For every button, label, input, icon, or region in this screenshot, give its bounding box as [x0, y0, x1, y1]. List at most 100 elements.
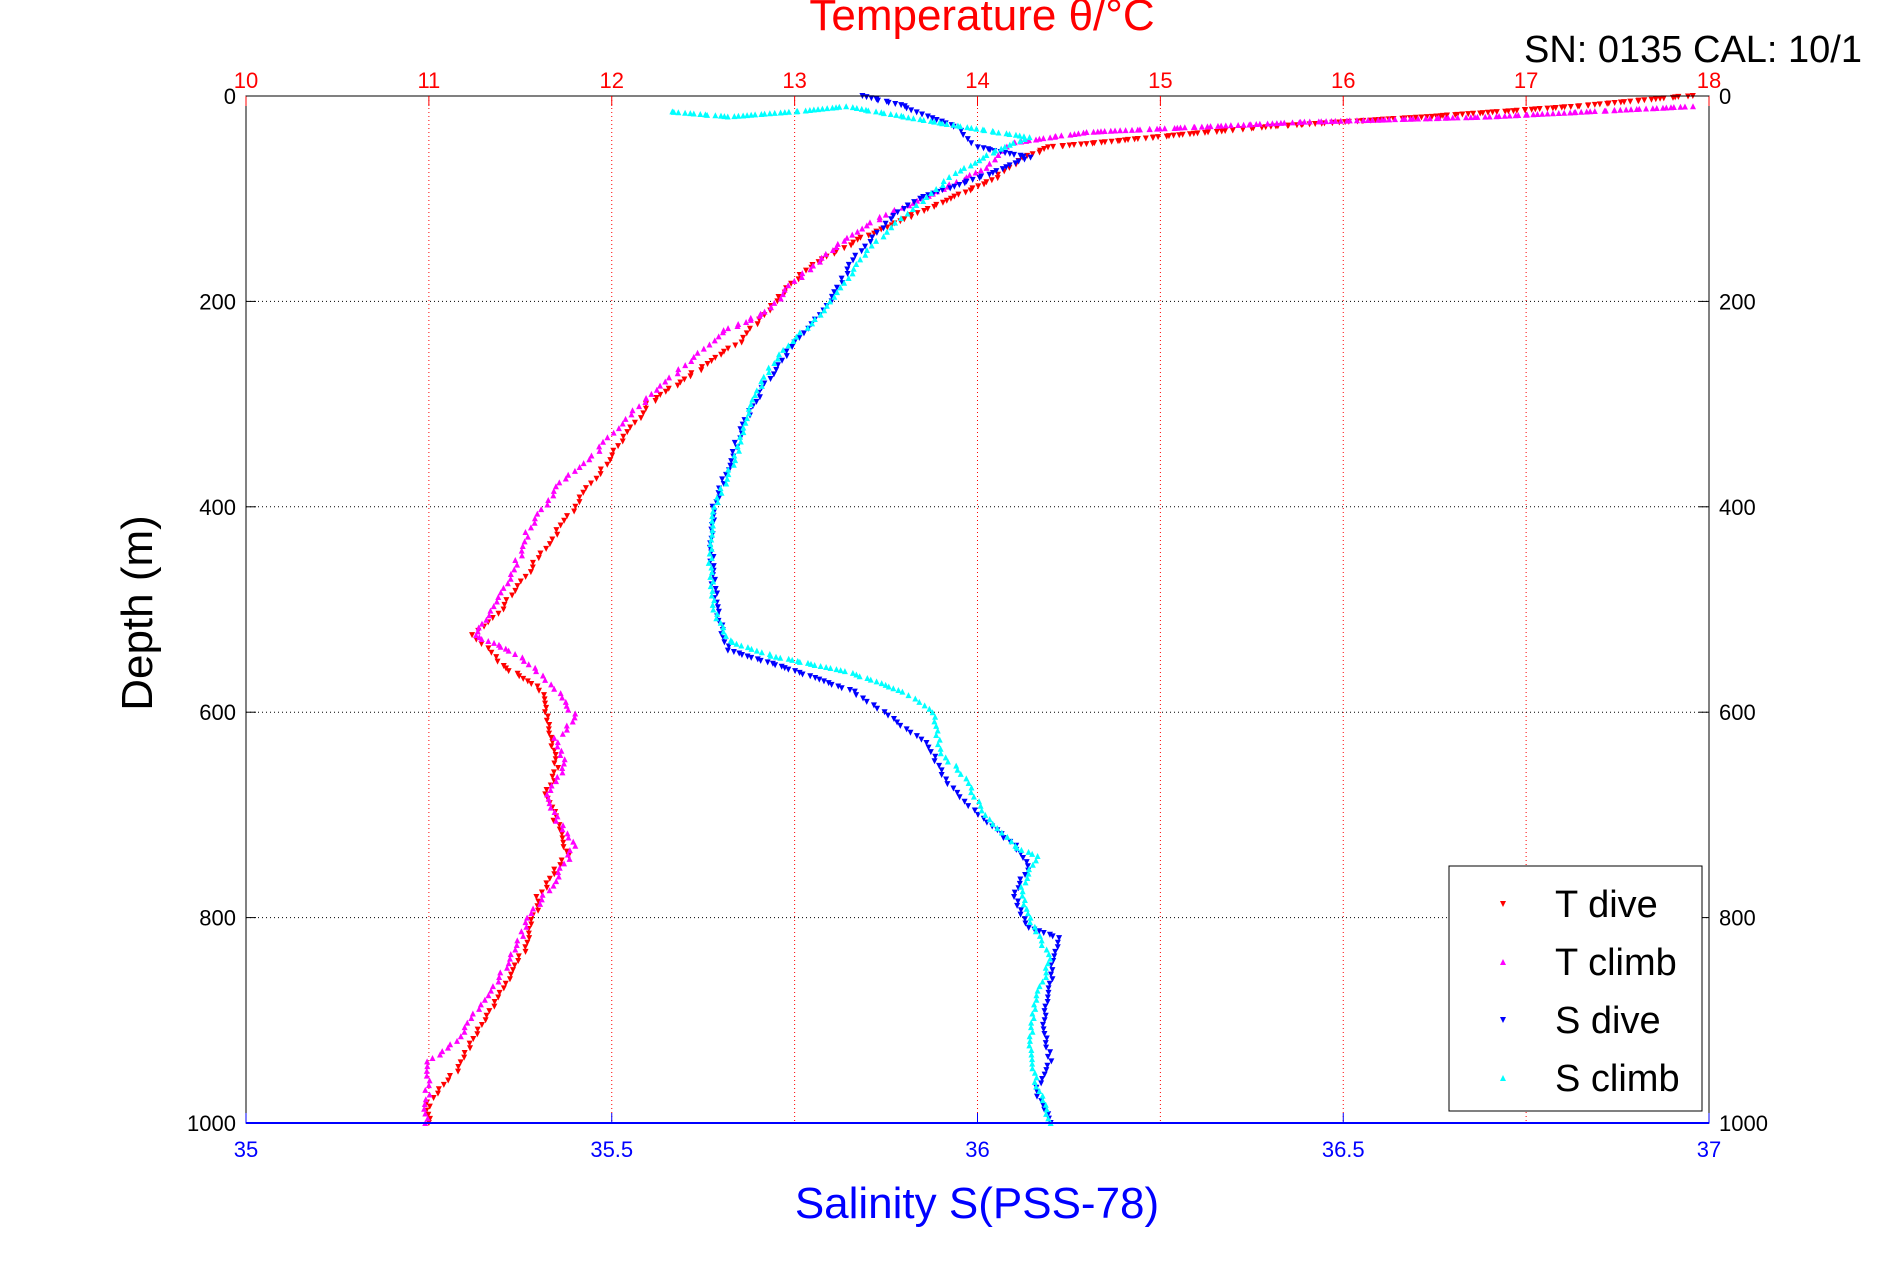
data-point-s-dive	[1052, 948, 1059, 955]
data-point-s-dive	[956, 794, 963, 801]
data-point-t-climb	[531, 519, 538, 526]
data-point-s-dive	[969, 176, 976, 183]
data-point-t-climb	[1128, 126, 1135, 133]
data-point-s-climb	[748, 645, 755, 652]
data-point-t-climb	[682, 362, 689, 369]
data-point-t-climb	[511, 566, 518, 573]
data-point-s-climb	[1034, 987, 1041, 994]
data-point-t-climb	[619, 420, 626, 427]
data-point-t-dive	[548, 743, 555, 750]
data-point-s-climb	[1032, 1005, 1039, 1012]
data-point-s-climb	[709, 601, 716, 608]
data-point-t-dive	[1657, 95, 1664, 102]
data-point-t-dive	[754, 321, 761, 328]
data-point-s-climb	[1032, 928, 1039, 935]
data-point-t-climb	[565, 706, 572, 713]
data-point-t-dive	[775, 293, 782, 300]
data-point-s-climb	[744, 112, 751, 119]
data-point-s-climb	[1022, 879, 1029, 886]
data-point-t-climb	[622, 415, 629, 422]
data-point-t-climb	[1190, 124, 1197, 131]
data-point-s-climb	[937, 745, 944, 752]
data-point-t-dive	[522, 573, 529, 580]
data-point-t-climb	[1171, 124, 1178, 131]
data-point-s-dive	[838, 275, 845, 282]
data-point-t-climb	[636, 403, 643, 410]
data-point-t-climb	[422, 1110, 429, 1117]
data-point-t-dive	[1596, 101, 1603, 108]
data-point-t-dive	[1477, 110, 1484, 117]
data-point-s-climb	[714, 494, 721, 501]
data-point-s-climb	[817, 311, 824, 318]
data-point-t-climb	[1296, 119, 1303, 126]
data-point-t-climb	[1328, 117, 1335, 124]
data-point-t-climb	[1667, 104, 1674, 111]
data-point-s-dive	[851, 688, 858, 695]
tick-label-depth-right: 1000	[1719, 1111, 1768, 1136]
data-point-t-dive	[491, 999, 498, 1006]
data-point-t-climb	[556, 479, 563, 486]
data-point-t-dive	[559, 835, 566, 842]
data-point-t-climb	[1315, 118, 1322, 125]
data-point-t-dive	[529, 559, 536, 566]
data-point-s-dive	[1049, 933, 1056, 940]
data-point-s-climb	[970, 793, 977, 800]
data-point-t-climb	[798, 274, 805, 281]
data-point-t-climb	[983, 164, 990, 171]
data-point-t-dive	[515, 953, 522, 960]
data-point-t-dive	[552, 756, 559, 763]
data-point-s-dive	[1022, 920, 1029, 927]
data-point-s-climb	[998, 829, 1005, 836]
data-point-s-dive	[974, 811, 981, 818]
data-point-t-climb	[576, 464, 583, 471]
data-point-s-dive	[911, 199, 918, 206]
data-point-s-climb	[864, 674, 871, 681]
data-point-t-climb	[566, 855, 573, 862]
data-point-t-climb	[561, 860, 568, 867]
data-point-t-climb	[562, 475, 569, 482]
data-point-s-climb	[1028, 1019, 1035, 1026]
data-point-s-climb	[953, 762, 960, 769]
data-point-t-dive	[988, 177, 995, 184]
data-point-t-dive	[657, 391, 664, 398]
data-point-t-dive	[732, 342, 739, 349]
data-point-t-climb	[1583, 108, 1590, 115]
data-point-t-climb	[1235, 121, 1242, 128]
data-point-s-climb	[706, 550, 713, 557]
data-point-s-dive	[888, 216, 895, 223]
data-point-s-dive	[870, 702, 877, 709]
data-point-t-climb	[785, 282, 792, 289]
data-point-s-climb	[1043, 1106, 1050, 1113]
data-point-s-dive	[712, 585, 719, 592]
data-point-s-climb	[735, 112, 742, 119]
legend-label: T dive	[1555, 884, 1658, 926]
data-point-t-climb	[539, 891, 546, 898]
tick-label-depth-left: 400	[199, 495, 236, 520]
data-point-t-climb	[554, 773, 561, 780]
data-point-t-climb	[538, 896, 545, 903]
data-point-s-climb	[737, 438, 744, 445]
data-point-s-climb	[939, 120, 946, 127]
data-point-t-climb	[1253, 121, 1260, 128]
data-point-t-climb	[560, 822, 567, 829]
data-point-t-climb	[476, 1005, 483, 1012]
tick-label-salinity: 35.5	[590, 1137, 633, 1162]
data-point-t-dive	[1041, 146, 1048, 153]
data-point-t-dive	[947, 195, 954, 202]
data-point-s-dive	[1042, 1012, 1049, 1019]
data-point-s-dive	[1006, 162, 1013, 169]
data-point-t-dive	[500, 606, 507, 613]
data-point-s-climb	[931, 118, 938, 125]
data-point-s-climb	[957, 167, 964, 174]
tick-label-depth-left: 0	[224, 84, 236, 109]
data-point-s-climb	[895, 686, 902, 693]
data-point-s-dive	[1014, 902, 1021, 909]
tick-label-temperature: 11	[417, 68, 440, 93]
data-point-t-dive	[1591, 101, 1598, 108]
data-point-s-climb	[707, 541, 714, 548]
data-point-t-climb	[1246, 121, 1253, 128]
tick-label-depth-right: 200	[1719, 289, 1756, 314]
data-point-s-climb	[1038, 937, 1045, 944]
data-point-t-climb	[675, 366, 682, 373]
data-point-t-dive	[939, 199, 946, 206]
